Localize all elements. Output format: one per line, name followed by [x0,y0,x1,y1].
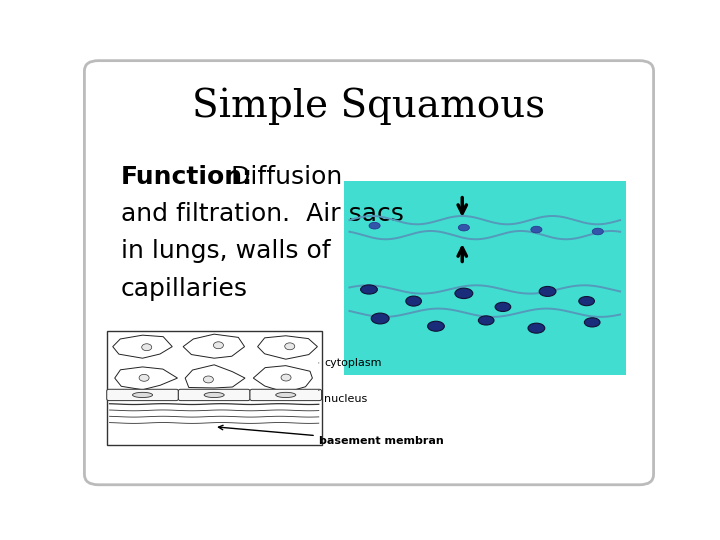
Text: capillaries: capillaries [121,277,248,301]
Ellipse shape [361,285,377,294]
Ellipse shape [139,374,149,381]
Bar [107,331,322,445]
Text: nucleus: nucleus [319,390,368,404]
Ellipse shape [531,226,542,233]
FancyBboxPatch shape [250,389,322,401]
Ellipse shape [132,393,153,397]
Ellipse shape [213,342,223,349]
Ellipse shape [585,318,600,327]
Text: basement membran: basement membran [218,426,444,446]
Ellipse shape [406,296,421,306]
Ellipse shape [539,286,556,296]
Ellipse shape [455,288,473,299]
Ellipse shape [276,393,296,397]
Ellipse shape [428,321,444,331]
Ellipse shape [592,228,603,235]
Ellipse shape [579,296,595,306]
Text: Function:: Function: [121,165,253,188]
Ellipse shape [369,222,380,229]
Bar [344,181,626,375]
Ellipse shape [478,316,494,325]
Text: Diffusion: Diffusion [223,165,342,188]
Text: in lungs, walls of: in lungs, walls of [121,239,330,264]
Ellipse shape [372,313,389,324]
FancyBboxPatch shape [107,389,179,401]
FancyBboxPatch shape [84,60,654,485]
Ellipse shape [459,224,469,231]
Ellipse shape [284,343,294,350]
Ellipse shape [142,344,152,350]
Text: cytoplasm: cytoplasm [319,358,382,368]
Ellipse shape [281,374,291,381]
Text: and filtration.  Air sacs: and filtration. Air sacs [121,202,404,226]
Ellipse shape [495,302,510,312]
Ellipse shape [203,376,213,383]
FancyBboxPatch shape [179,389,250,401]
Ellipse shape [528,323,545,333]
Ellipse shape [204,393,224,397]
Text: Simple Squamous: Simple Squamous [192,87,546,125]
